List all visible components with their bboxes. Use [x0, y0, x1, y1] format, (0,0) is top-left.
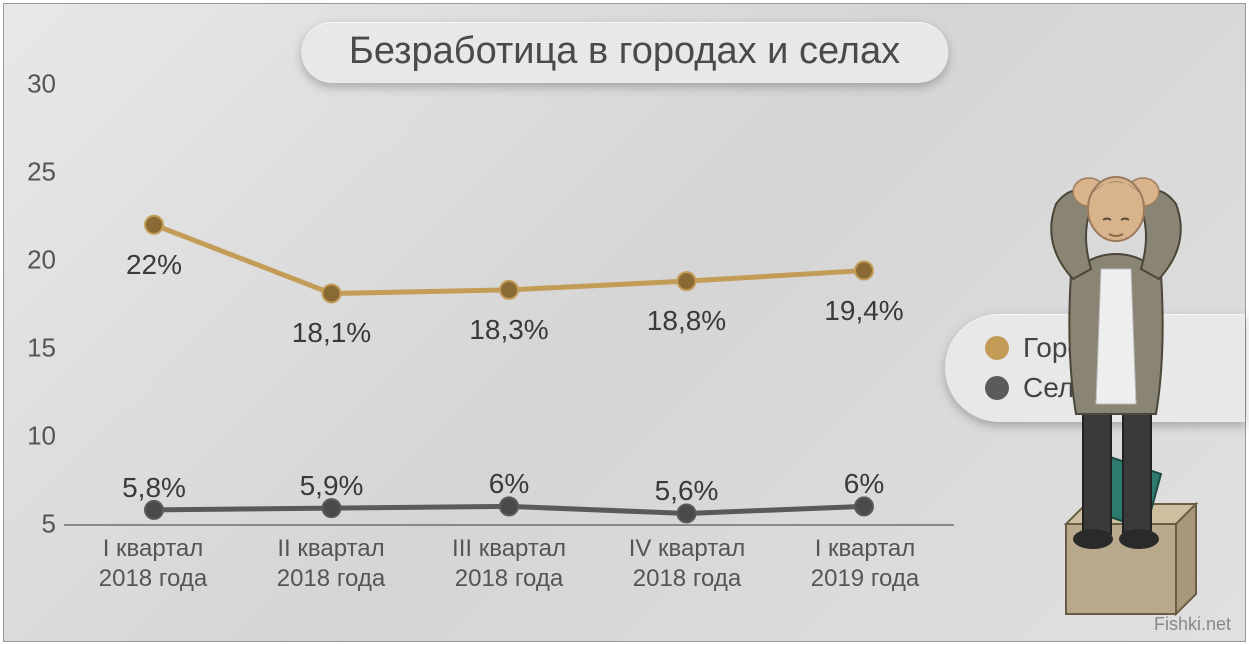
- y-tick-label: 25: [27, 157, 56, 188]
- point-label: 19,4%: [824, 295, 903, 327]
- series-marker: [500, 281, 518, 299]
- point-label: 5,8%: [122, 472, 186, 504]
- legend-swatch: [985, 336, 1009, 360]
- y-tick-label: 20: [27, 245, 56, 276]
- point-label: 18,8%: [647, 305, 726, 337]
- chart-plot-area: 5101520253022%18,1%18,3%18,8%19,4%5,8%5,…: [64, 84, 954, 524]
- y-tick-label: 10: [27, 421, 56, 452]
- point-label: 18,1%: [292, 317, 371, 349]
- watermark: Fishki.net: [1154, 614, 1231, 635]
- series-marker: [855, 262, 873, 280]
- chart-title: Безработица в городах и селах: [301, 22, 948, 83]
- x-tick-label: I квартал2019 года: [776, 534, 954, 594]
- illustration-distressed-man: [1011, 154, 1221, 624]
- chart-svg: [64, 84, 954, 524]
- point-label: 6%: [489, 468, 529, 500]
- y-tick-label: 5: [42, 509, 56, 540]
- point-label: 22%: [126, 249, 182, 281]
- x-tick-label: I квартал2018 года: [64, 534, 242, 594]
- x-tick-label: IV квартал2018 года: [598, 534, 776, 594]
- point-label: 18,3%: [469, 314, 548, 346]
- series-marker: [323, 284, 341, 302]
- x-axis-line: [64, 524, 954, 526]
- series-marker: [145, 216, 163, 234]
- y-tick-label: 15: [27, 333, 56, 364]
- point-label: 5,9%: [300, 470, 364, 502]
- chart-canvas: Безработица в городах и селах 5 10 15 20 25 3…: [3, 3, 1246, 642]
- x-tick-label: III квартал2018 года: [420, 534, 598, 594]
- series-marker: [678, 272, 696, 290]
- point-label: 6%: [844, 468, 884, 500]
- x-axis-labels: I квартал2018 годаII квартал2018 годаIII…: [64, 534, 954, 594]
- point-label: 5,6%: [655, 475, 719, 507]
- x-tick-label: II квартал2018 года: [242, 534, 420, 594]
- y-tick-label: 30: [27, 69, 56, 100]
- legend-swatch: [985, 376, 1009, 400]
